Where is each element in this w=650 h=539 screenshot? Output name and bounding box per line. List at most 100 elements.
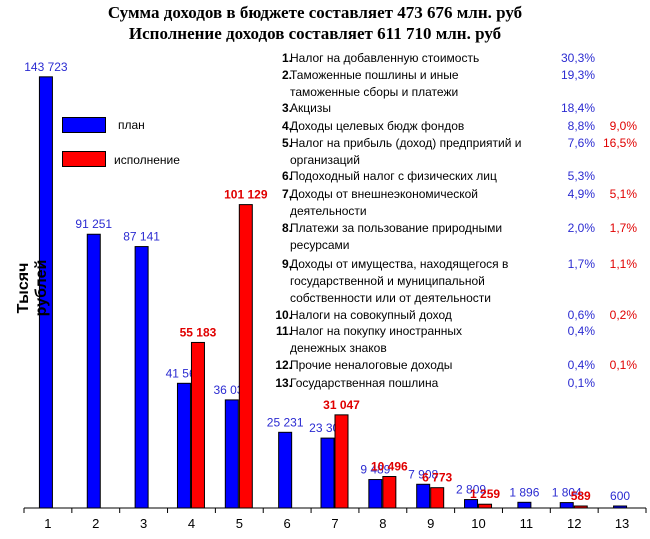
table-row-number: 10.: [275, 308, 292, 322]
table-row-label: Акцизы: [290, 101, 331, 115]
table-row-label: Таможенные пошлины и иные: [290, 68, 459, 82]
table-row-exec-percent: 16,5%: [602, 136, 637, 150]
table-row-label: ресурсами: [290, 238, 350, 252]
table-row-plan-percent: 30,3%: [560, 51, 595, 65]
x-tick-label: 9: [427, 516, 434, 531]
table-row-plan-percent: 0,4%: [567, 358, 595, 372]
table-row-label: Доходы от имущества, находящегося в: [290, 257, 509, 271]
data-label-exec: 6 773: [422, 471, 452, 485]
table-row-plan-percent: 1,7%: [567, 257, 595, 271]
bar-plan: [176, 382, 191, 509]
table-row-number: 5.: [281, 136, 292, 150]
table-row-plan-percent: 5,3%: [567, 169, 595, 183]
x-tick-label: 13: [615, 516, 629, 531]
legend-exec-label: исполнение: [114, 153, 180, 167]
table-row-label: Доходы целевых бюдж фондов: [290, 119, 465, 133]
table-row-plan-percent: 0,1%: [567, 376, 595, 390]
table-row-label: Доходы от внешнеэкономической: [290, 187, 479, 201]
x-tick-label: 1: [44, 516, 51, 531]
x-tick-label: 11: [520, 516, 534, 531]
bar-plan: [224, 399, 239, 509]
table-row-label: Налог на покупку иностранных: [290, 324, 462, 338]
bar-plan: [38, 76, 53, 509]
table-row-label: таможенные сборы и платежи: [290, 85, 459, 99]
table-row-number: 6.: [281, 169, 292, 183]
table-row-plan-percent: 2,0%: [567, 221, 595, 235]
data-label-plan: 87 141: [123, 230, 160, 244]
bar-plan: [134, 246, 149, 509]
table-row-exec-percent: 1,7%: [609, 221, 637, 235]
table-row-plan-percent: 7,6%: [567, 136, 595, 150]
bar-plan: [320, 437, 335, 509]
table-row-label: Налог на добавленную стоимость: [290, 51, 480, 65]
data-label-exec: 589: [571, 489, 591, 503]
bar-plan: [368, 479, 383, 509]
y-axis-label: Тысяч рублей: [15, 259, 50, 317]
table-row-label: Подоходный налог с физических лиц: [290, 169, 497, 183]
table-row-exec-percent: 5,1%: [609, 187, 637, 201]
table-row-plan-percent: 0,4%: [567, 324, 595, 338]
table-row-label: собственности или от деятельности: [290, 291, 491, 305]
data-label-plan: 9 489: [360, 463, 390, 477]
table-row-plan-percent: 4,9%: [567, 187, 595, 201]
data-label-plan: 143 723: [24, 60, 68, 74]
table-row-exec-percent: 0,1%: [609, 358, 637, 372]
x-tick-label: 6: [284, 516, 291, 531]
x-tick-label: 8: [379, 516, 386, 531]
data-label-plan: 600: [610, 489, 630, 503]
table-row-plan-percent: 0,6%: [567, 308, 595, 322]
bar-exec: [238, 204, 253, 509]
bar-plan: [613, 505, 628, 509]
data-label-plan: 25 231: [267, 415, 304, 429]
table-row-label: денежных знаков: [290, 341, 387, 355]
table-row-label: Налоги на совокупный доход: [290, 308, 452, 322]
bar-exec: [430, 487, 445, 509]
bar-plan: [416, 483, 431, 509]
data-label-plan: 1 804: [552, 486, 582, 500]
bar-exec: [382, 476, 397, 509]
table-row-number: 12.: [275, 358, 292, 372]
bar-plan: [278, 431, 293, 509]
data-label-plan: 2 809: [456, 483, 486, 497]
table-row-label: организаций: [290, 153, 360, 167]
bar-plan: [464, 499, 479, 509]
data-label-plan: 1 896: [509, 485, 539, 499]
table-row-label: государственной и муниципальной: [290, 274, 485, 288]
table-row-number: 7.: [281, 187, 292, 201]
table-row-label: Налог на прибыль (доход) предприятий и: [290, 136, 522, 150]
table-row-number: 11.: [275, 324, 292, 338]
table-row-number: 8.: [281, 221, 292, 235]
table-row-number: 3.: [281, 101, 292, 115]
data-label-plan: 91 251: [75, 217, 112, 231]
table-row-number: 4.: [281, 119, 292, 133]
table-row-label: деятельности: [290, 204, 367, 218]
table-row-number: 1.: [281, 51, 292, 65]
data-label-exec: 55 183: [180, 325, 217, 339]
table-row-plan-percent: 8,8%: [567, 119, 595, 133]
x-tick-label: 2: [92, 516, 99, 531]
table-row-label: Прочие неналоговые доходы: [290, 358, 453, 372]
table-row-number: 13.: [275, 376, 292, 390]
table-row-plan-percent: 19,3%: [560, 68, 595, 82]
data-label-exec: 101 129: [224, 188, 268, 202]
legend-plan-swatch: [62, 117, 106, 133]
table-row-exec-percent: 1,1%: [609, 257, 637, 271]
x-tick-label: 12: [567, 516, 581, 531]
data-label-exec: 10 496: [371, 460, 408, 474]
data-label-exec: 31 047: [323, 398, 360, 412]
data-label-exec: 1 259: [470, 487, 500, 501]
x-tick-label: 7: [331, 516, 338, 531]
bar-exec: [190, 341, 205, 509]
chart-subtitle: Исполнение доходов составляет 611 710 мл…: [128, 24, 502, 43]
table-row-label: Государственная пошлина: [290, 376, 439, 390]
table-row-exec-percent: 9,0%: [609, 119, 637, 133]
table-row-label: Платежи за пользование природными: [290, 221, 503, 235]
table-row-number: 9.: [281, 257, 292, 271]
x-tick-label: 3: [140, 516, 147, 531]
x-tick-label: 10: [471, 516, 485, 531]
bar-plan: [559, 502, 574, 509]
bar-exec: [573, 505, 588, 509]
bar-plan: [86, 233, 101, 509]
x-tick-label: 4: [188, 516, 195, 531]
